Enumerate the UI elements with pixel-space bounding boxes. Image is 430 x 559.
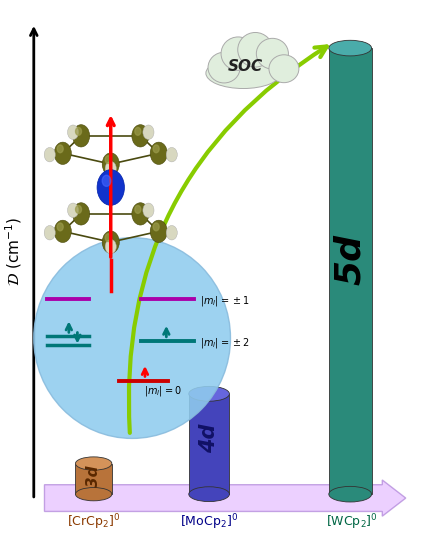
Ellipse shape xyxy=(76,457,112,470)
Text: $|m_l|=0$: $|m_l|=0$ xyxy=(144,384,182,398)
Circle shape xyxy=(143,203,154,217)
Ellipse shape xyxy=(34,238,230,438)
Circle shape xyxy=(57,223,63,231)
Circle shape xyxy=(105,156,111,164)
Circle shape xyxy=(153,223,159,231)
Text: 3d: 3d xyxy=(86,465,101,487)
Ellipse shape xyxy=(238,32,273,67)
Bar xyxy=(329,48,372,494)
FancyArrow shape xyxy=(44,480,406,516)
Text: 5d: 5d xyxy=(333,234,367,286)
Ellipse shape xyxy=(189,487,230,501)
Ellipse shape xyxy=(206,58,281,88)
Circle shape xyxy=(135,206,141,214)
Circle shape xyxy=(143,125,154,139)
Circle shape xyxy=(76,127,82,135)
Circle shape xyxy=(54,142,71,164)
Circle shape xyxy=(57,145,63,153)
Circle shape xyxy=(105,162,116,176)
Circle shape xyxy=(105,239,116,254)
Circle shape xyxy=(102,153,119,175)
Circle shape xyxy=(105,234,111,241)
Circle shape xyxy=(97,169,124,205)
Text: $[\mathrm{CrCp_2}]^0$: $[\mathrm{CrCp_2}]^0$ xyxy=(67,512,120,532)
Circle shape xyxy=(132,203,149,225)
Ellipse shape xyxy=(269,55,299,83)
Text: $[\mathrm{MoCp_2}]^0$: $[\mathrm{MoCp_2}]^0$ xyxy=(180,512,238,532)
Ellipse shape xyxy=(221,37,255,70)
Bar xyxy=(189,394,230,494)
Text: $|m_l|=\pm2$: $|m_l|=\pm2$ xyxy=(200,336,249,350)
Circle shape xyxy=(44,225,55,240)
Text: $|m_l|=\pm1$: $|m_l|=\pm1$ xyxy=(200,294,249,308)
Circle shape xyxy=(166,225,177,240)
Text: $[\mathrm{WCp_2}]^0$: $[\mathrm{WCp_2}]^0$ xyxy=(326,512,378,532)
Ellipse shape xyxy=(329,486,372,502)
Text: 4d: 4d xyxy=(199,424,219,453)
Ellipse shape xyxy=(256,39,289,69)
Circle shape xyxy=(153,145,159,153)
Circle shape xyxy=(76,206,82,214)
Text: SOC: SOC xyxy=(228,59,263,74)
Circle shape xyxy=(102,231,119,253)
Circle shape xyxy=(68,125,79,139)
Circle shape xyxy=(73,203,89,225)
Text: $\mathcal{D}$ (cm$^{-1}$): $\mathcal{D}$ (cm$^{-1}$) xyxy=(3,217,24,286)
Circle shape xyxy=(44,148,55,162)
Circle shape xyxy=(135,127,141,135)
Circle shape xyxy=(166,148,177,162)
Ellipse shape xyxy=(329,40,372,56)
Circle shape xyxy=(150,220,167,243)
FancyArrowPatch shape xyxy=(129,46,327,433)
Circle shape xyxy=(102,175,111,186)
Circle shape xyxy=(68,203,79,217)
Circle shape xyxy=(73,125,89,147)
Ellipse shape xyxy=(208,53,240,83)
Circle shape xyxy=(150,142,167,164)
Circle shape xyxy=(132,125,149,147)
Bar xyxy=(76,463,112,494)
Ellipse shape xyxy=(76,487,112,501)
Ellipse shape xyxy=(189,386,230,401)
Circle shape xyxy=(54,220,71,243)
